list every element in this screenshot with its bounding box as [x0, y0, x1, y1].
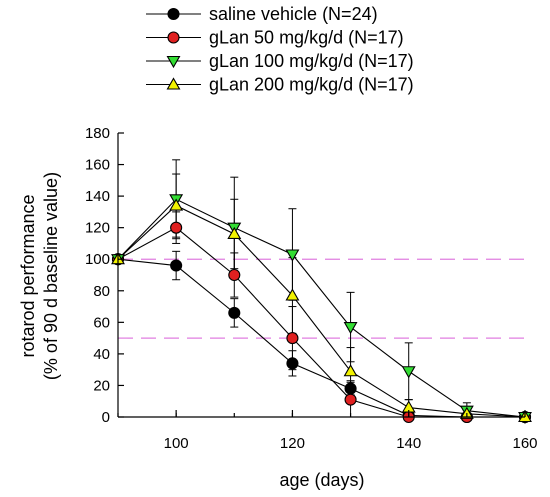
series-line-3: [117, 204, 526, 418]
series-line-1: [117, 227, 525, 418]
legend: saline vehicle (N=24) gLan 50 mg/kg/d (N=…: [146, 4, 414, 95]
y-tick-label: 60: [93, 314, 110, 331]
x-tick-label: 120: [280, 435, 305, 452]
y-axis-title-line1: rotarod performance: [18, 194, 38, 357]
data-point: [286, 332, 299, 345]
error-bars: [172, 159, 529, 417]
data-point: [285, 288, 300, 301]
data-point: [285, 249, 300, 262]
y-tick-label: 20: [93, 377, 110, 394]
data-point: [227, 226, 242, 240]
legend-marker: [167, 7, 180, 21]
data-point: [344, 393, 357, 406]
data-point: [343, 364, 358, 377]
y-tick-label: 180: [85, 125, 110, 142]
legend-label: saline vehicle (N=24): [209, 4, 378, 24]
data-point: [228, 268, 241, 282]
y-tick-label: 80: [93, 283, 110, 300]
legend-label: gLan 100 mg/kg/d (N=17): [209, 51, 414, 71]
x-tick-label: 160: [512, 435, 537, 452]
data-point: [286, 357, 299, 370]
data-point: [170, 259, 183, 272]
series-line-2: [117, 198, 526, 418]
reference-lines: [118, 258, 525, 339]
axes: [117, 133, 525, 418]
y-tick-label: 0: [102, 409, 110, 426]
data-point: [343, 322, 358, 335]
legend-marker: [166, 77, 181, 90]
legend-label: gLan 200 mg/kg/d (N=17): [209, 75, 414, 95]
y-tick-label: 120: [85, 220, 110, 237]
ticks: 0 20 40 60 80 100 120 140 160 180 100 120 140 160: [85, 125, 538, 452]
data-markers: [111, 194, 532, 425]
x-tick-label: 100: [164, 435, 189, 452]
data-point: [401, 366, 416, 379]
data-point: [344, 382, 357, 395]
data-point: [228, 306, 241, 319]
legend-label: gLan 50 mg/kg/d (N=17): [209, 28, 404, 48]
y-tick-label: 140: [85, 188, 110, 205]
data-point: [170, 221, 183, 234]
legend-marker: [166, 55, 181, 69]
y-tick-label: 40: [93, 346, 110, 363]
y-tick-label: 160: [85, 157, 110, 174]
x-tick-label: 140: [396, 435, 421, 452]
y-axis-title-line2: (% of 90 d baseline value): [41, 172, 61, 380]
legend-marker: [167, 31, 180, 44]
data-point: [169, 198, 184, 211]
x-axis-title: age (days): [279, 470, 364, 490]
y-tick-label: 100: [85, 251, 110, 268]
